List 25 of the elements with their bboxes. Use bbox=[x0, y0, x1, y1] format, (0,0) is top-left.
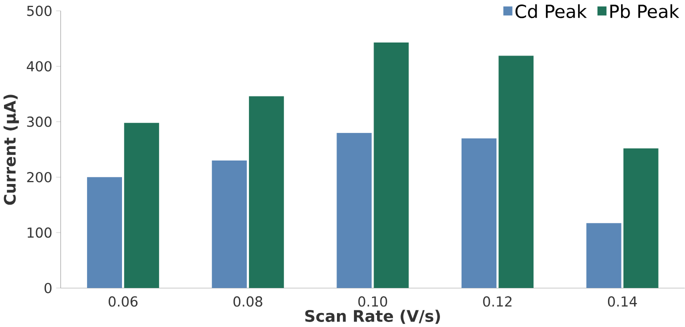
x-tick-label: 0.14 bbox=[608, 296, 637, 307]
bar bbox=[498, 56, 534, 288]
y-tick-label: 500 bbox=[27, 6, 52, 16]
bar bbox=[248, 96, 284, 288]
y-tick-label: 400 bbox=[26, 60, 52, 72]
bar bbox=[87, 176, 122, 288]
y-tick-label: 0 bbox=[44, 282, 52, 294]
bar bbox=[124, 122, 160, 288]
y-tick-label: 100 bbox=[28, 227, 52, 238]
bar bbox=[212, 160, 247, 288]
bar bbox=[336, 132, 372, 288]
y-tick-label: 300 bbox=[27, 116, 52, 127]
x-tick-label: 0.06 bbox=[108, 296, 138, 307]
bar bbox=[586, 222, 622, 288]
bar bbox=[374, 42, 409, 288]
x-axis-title: Scan Rate (V/s) bbox=[305, 310, 440, 324]
x-tick-label: 0.12 bbox=[483, 296, 512, 307]
bar bbox=[623, 148, 658, 288]
legend-label: Cd Peak bbox=[516, 4, 587, 18]
legend-label: Pb Peak bbox=[610, 4, 680, 18]
bar bbox=[462, 138, 496, 288]
x-tick-label: 0.08 bbox=[233, 296, 262, 307]
x-tick-label: 0.10 bbox=[358, 296, 388, 307]
y-tick-label: 200 bbox=[27, 172, 52, 182]
y-axis-title: Current (µA) bbox=[4, 94, 19, 205]
